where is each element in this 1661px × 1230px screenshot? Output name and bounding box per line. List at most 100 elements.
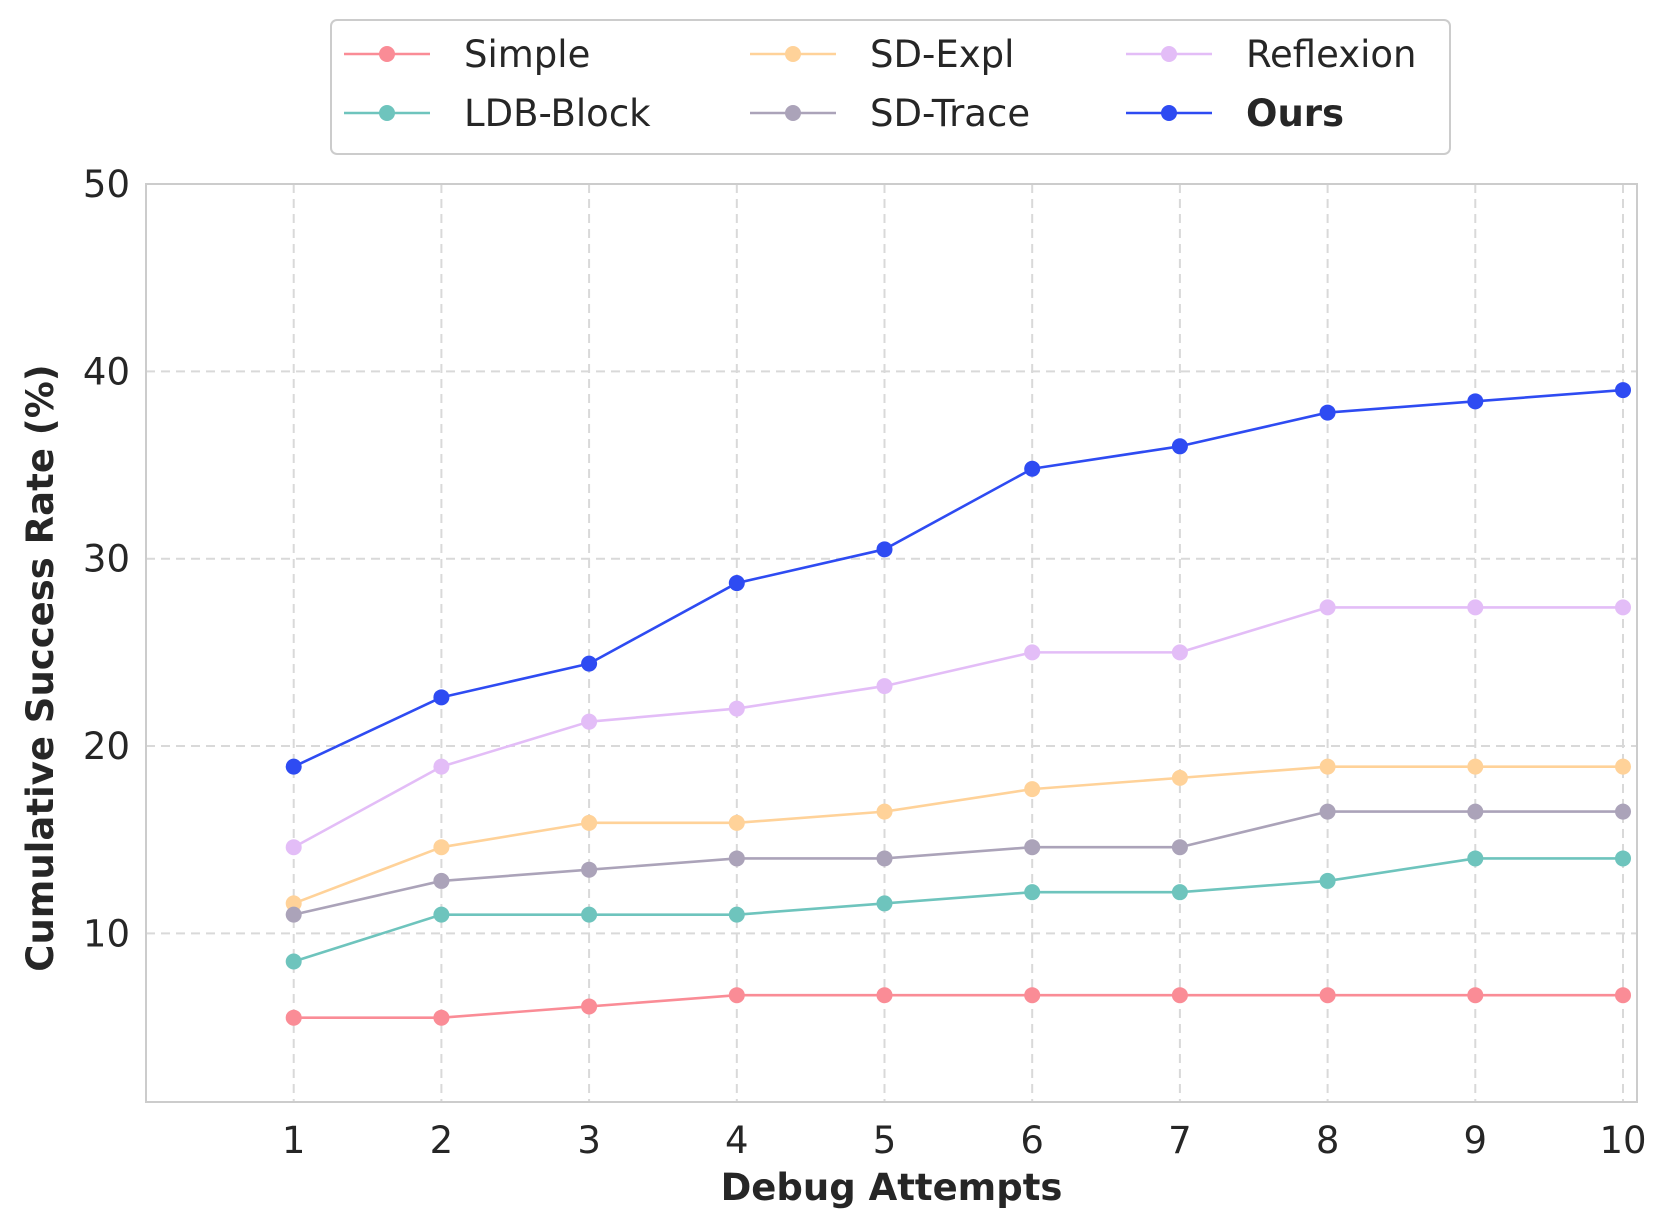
data-point [433,758,450,775]
data-point [581,906,598,923]
data-point [581,861,598,878]
x-tick-label: 9 [1464,1119,1488,1162]
data-point [433,1009,450,1026]
x-tick-label: 5 [873,1119,897,1162]
data-point [1024,781,1041,798]
grid-lines [146,183,1637,1102]
legend-marker [785,105,801,121]
series-sd-expl [285,758,1631,912]
data-point [1024,884,1041,901]
tick-labels: 1 2 3 4 5 6 7 8 9 10 10 20 30 40 50 [83,163,1647,1162]
data-point [433,872,450,889]
series-sd-trace [285,803,1631,923]
legend-label: Ours [1246,92,1344,135]
data-point [1171,769,1188,786]
data-point [1467,803,1484,820]
data-point [876,850,893,867]
data-point [1024,987,1041,1004]
data-point [1319,404,1336,421]
data-point [1467,393,1484,410]
legend-item: Ours [1126,92,1344,135]
series-lines [285,382,1631,1026]
x-tick-label: 6 [1020,1119,1044,1162]
series-line [293,993,1623,1019]
y-axis-title: Cumulative Success Rate (%) [19,364,62,971]
series-line [293,857,1623,963]
data-point [1319,872,1336,889]
data-point [876,987,893,1004]
data-point [1171,438,1188,455]
data-point [1024,644,1041,661]
data-point [876,895,893,912]
x-tick-label: 2 [430,1119,454,1162]
data-point [728,814,745,831]
y-tick-label: 40 [83,350,130,393]
series-simple [285,987,1631,1026]
data-point [876,541,893,558]
data-point [433,839,450,856]
data-point [1615,850,1631,867]
legend-marker [1161,46,1177,62]
x-tick-label: 4 [725,1119,749,1162]
data-point [728,906,745,923]
data-point [728,850,745,867]
data-point [285,839,302,856]
x-tick-label: 10 [1599,1119,1646,1162]
series-ldb-block [285,850,1631,970]
legend-item: SD-Trace [750,92,1030,135]
data-point [728,700,745,717]
legend-item: LDB-Block [344,92,651,135]
data-point [728,575,745,592]
legend-item: Reflexion [1126,33,1417,76]
data-point [285,1009,302,1026]
data-point [1615,758,1631,775]
data-point [1319,599,1336,616]
data-point [1615,803,1631,820]
y-tick-label: 10 [83,912,130,955]
data-point [1024,460,1041,477]
x-tick-label: 7 [1168,1119,1192,1162]
data-point [876,803,893,820]
y-tick-label: 20 [83,725,130,768]
series-line [293,606,1623,849]
x-tick-label: 8 [1316,1119,1340,1162]
data-point [1615,987,1631,1004]
plot-frame [145,183,1638,1103]
legend-label: SD-Trace [870,92,1030,135]
legend: Simple LDB-Block SD-Expl SD-Trace Reflexion O… [330,19,1451,155]
legend-item: Simple [344,33,590,76]
data-point [433,689,450,706]
data-point [285,758,302,775]
data-point [1171,884,1188,901]
series-line [293,388,1624,768]
data-point [1467,850,1484,867]
data-point [285,906,302,923]
data-point [581,655,598,672]
y-tick-label: 30 [83,538,130,581]
data-point [581,814,598,831]
data-point [285,895,302,912]
data-point [1467,987,1484,1004]
x-tick-label: 1 [282,1119,306,1162]
legend-marker [379,46,395,62]
legend-item: SD-Expl [750,33,1014,76]
data-point [1467,758,1484,775]
data-point [1171,987,1188,1004]
legend-label: SD-Expl [870,33,1014,76]
data-point [1171,839,1188,856]
data-point [1615,382,1631,399]
data-point [728,987,745,1004]
data-point [1467,599,1484,616]
data-point [433,906,450,923]
data-point [1319,758,1336,775]
x-tick-label: 3 [577,1119,601,1162]
data-point [876,678,893,695]
legend-marker [785,46,801,62]
data-point [1024,839,1041,856]
series-line [293,765,1623,905]
data-point [1319,803,1336,820]
y-tick-label: 50 [83,163,130,206]
data-point [1615,599,1631,616]
